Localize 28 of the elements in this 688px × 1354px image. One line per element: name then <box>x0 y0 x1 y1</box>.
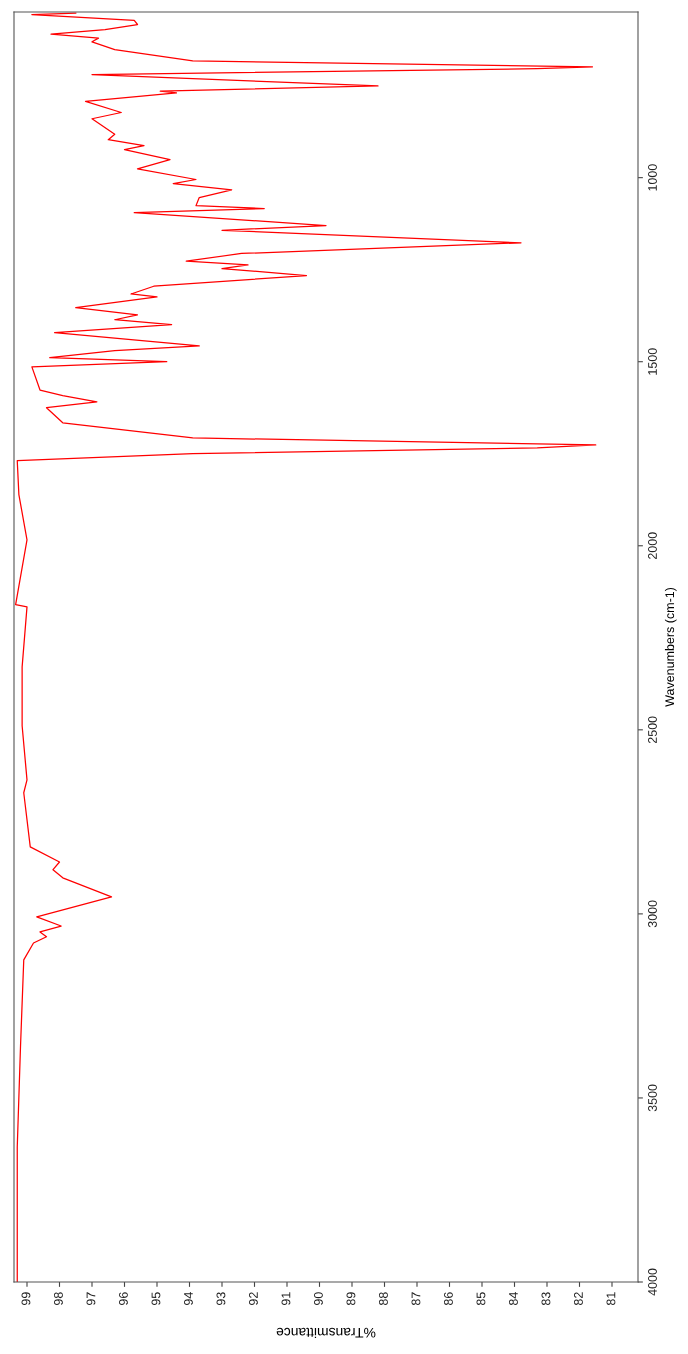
y-tick-label: 4000 <box>648 1268 657 1296</box>
y-tick-label: 2000 <box>648 532 657 560</box>
x-tick-label: 82 <box>574 1292 583 1306</box>
x-tick-label: 84 <box>509 1292 518 1306</box>
y-tick-label: 1000 <box>648 164 657 191</box>
x-axis-title: %Transmittance <box>276 1327 376 1339</box>
x-tick-label: 98 <box>54 1292 63 1306</box>
y-tick-label: 3500 <box>648 1084 657 1112</box>
x-tick-label: 90 <box>314 1292 323 1306</box>
x-tick-label: 94 <box>184 1292 193 1306</box>
y-axis-title: Wavenumbers (cm-1) <box>664 587 677 707</box>
x-tick-label: 95 <box>151 1292 161 1306</box>
x-tick-label: 92 <box>249 1292 258 1306</box>
x-tick-label: 83 <box>541 1292 551 1306</box>
x-tick-label: 91 <box>281 1292 291 1306</box>
x-tick-label: 88 <box>379 1292 388 1306</box>
x-tick-label: 85 <box>476 1292 486 1306</box>
y-tick-label: 1500 <box>648 348 657 375</box>
x-tick-label: 97 <box>86 1292 96 1306</box>
x-tick-label: 96 <box>119 1292 128 1306</box>
x-tick-label: 93 <box>216 1292 226 1306</box>
x-tick-label: 99 <box>21 1292 31 1306</box>
x-tick-label: 89 <box>346 1292 356 1306</box>
x-tick-label: 87 <box>411 1292 421 1306</box>
x-tick-label: 86 <box>444 1292 453 1306</box>
y-tick-label: 3000 <box>648 900 657 928</box>
x-tick-label: 81 <box>606 1292 616 1306</box>
y-tick-label: 2500 <box>648 716 657 744</box>
